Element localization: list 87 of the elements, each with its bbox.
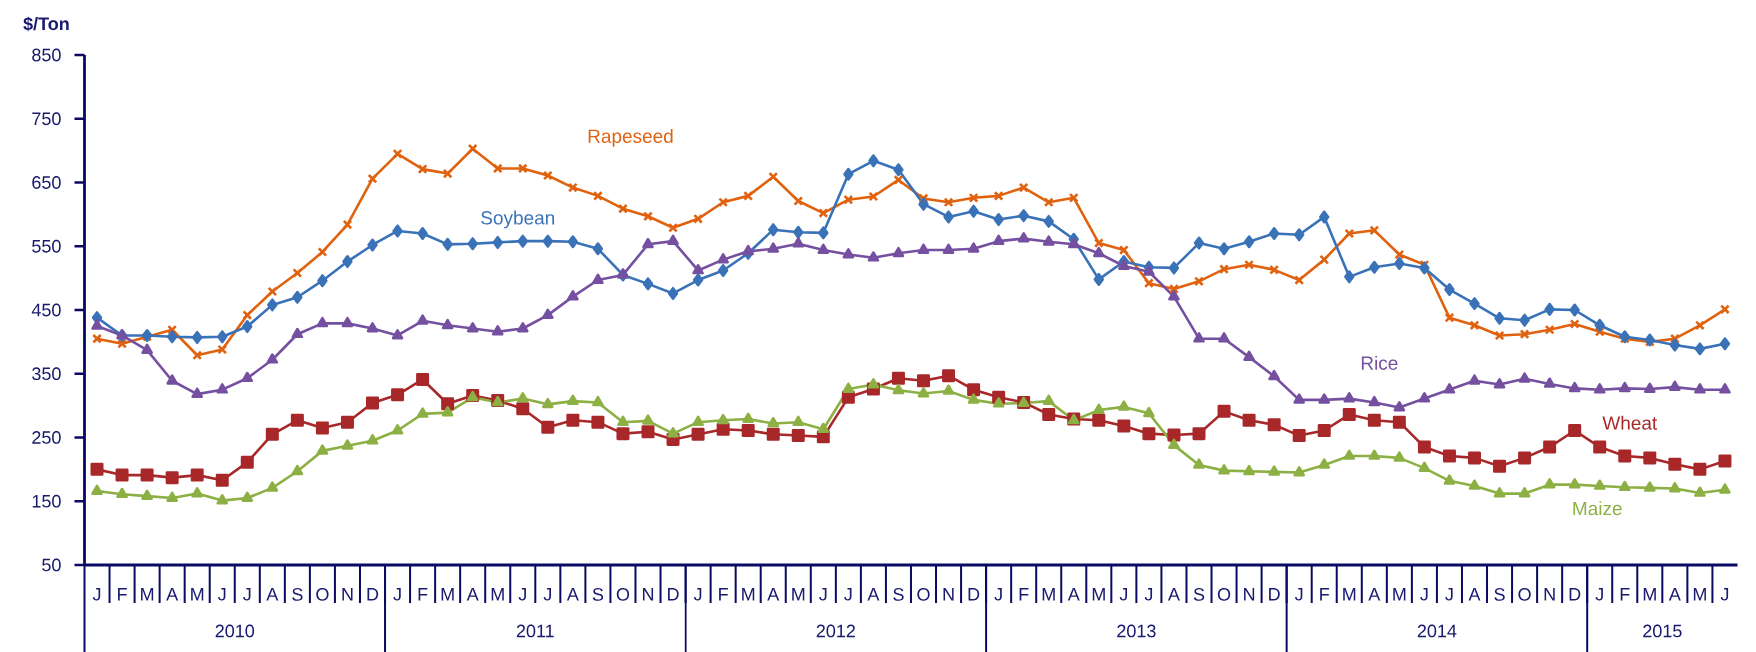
x-tick-label: F (719, 588, 728, 601)
x-tick-label: S (893, 588, 904, 601)
x-tick-label: M (742, 588, 755, 601)
x-tick-label: F (1620, 588, 1630, 601)
y-tick-label: 850 (32, 48, 61, 62)
x-tick-label: M (1343, 588, 1356, 601)
x-tick-label: F (1019, 588, 1029, 601)
text: Rapeseed (588, 129, 673, 147)
x-tick-label: A (266, 588, 279, 601)
x-tick-label: D (1269, 588, 1280, 601)
x-tick-label: D (367, 588, 379, 601)
x-tick-label: A (1468, 588, 1481, 601)
x-tick-label: M (1693, 588, 1706, 601)
x-tick-label: M (441, 588, 454, 601)
x-tick-label: A (867, 588, 880, 601)
text: 2015 (1643, 624, 1682, 638)
x-tick-label: N (1544, 588, 1555, 601)
x-tick-label: M (491, 588, 504, 601)
x-tick-label: S (592, 588, 604, 601)
text: 2010 (215, 624, 255, 638)
x-tick-label: J (1119, 588, 1128, 601)
x-tick-label: M (1092, 588, 1105, 601)
series-label: Rice (1361, 355, 1398, 370)
y-tick-label: 350 (32, 367, 61, 381)
series-label: Soybean (481, 210, 555, 229)
x-tick-label: A (466, 588, 479, 601)
text: 2013 (1117, 624, 1156, 638)
y-tick-label: 150 (32, 494, 61, 508)
x-tick-label: M (792, 588, 805, 601)
x-tick-label: J (393, 588, 401, 601)
x-tick-label: F (418, 588, 428, 601)
x-tick-label: O (1518, 588, 1531, 601)
x-tick-label: J (1294, 588, 1303, 601)
y-tick-label: 550 (32, 239, 61, 253)
text: 2014 (1417, 624, 1457, 638)
x-tick-label: M (1643, 588, 1656, 601)
series-label: Wheat (1602, 415, 1658, 430)
x-tick-label: A (1067, 588, 1080, 601)
x-tick-label: N (943, 588, 954, 601)
x-tick-label: N (1244, 588, 1255, 601)
x-tick-label: J (218, 588, 226, 601)
x-tick-label: A (1167, 588, 1180, 601)
x-tick-label: A (1368, 588, 1381, 601)
x-tick-label: O (1217, 588, 1231, 601)
x-tick-label: N (642, 588, 654, 601)
x-tick-label: J (243, 588, 251, 601)
x-tick-label: S (1494, 588, 1505, 601)
x-tick-label: J (518, 588, 526, 601)
x-tick-label: F (118, 588, 127, 601)
x-tick-label: M (1393, 588, 1406, 601)
x-tick-label: J (1144, 588, 1153, 601)
x-tick-label: A (767, 588, 780, 601)
x-tick-label: S (1193, 588, 1205, 601)
x-tick-label: O (917, 588, 930, 601)
series-label: Maize (1573, 501, 1622, 516)
x-tick-label: J (1720, 588, 1729, 601)
x-tick-label: A (166, 588, 179, 601)
x-tick-label: A (566, 588, 579, 601)
x-tick-label: F (1320, 588, 1330, 601)
y-axis-title: $/Ton (23, 16, 69, 32)
x-tick-label: A (1668, 588, 1681, 601)
y-tick-label: 50 (42, 558, 61, 572)
y-tick-label: 650 (32, 176, 61, 189)
x-tick-label: D (668, 588, 679, 601)
x-tick-label: O (616, 588, 630, 601)
x-tick-label: M (141, 588, 154, 601)
x-tick-label: M (1042, 588, 1055, 601)
x-tick-label: J (844, 588, 852, 601)
x-tick-label: J (92, 588, 101, 601)
x-tick-label: N (342, 588, 353, 601)
x-tick-label: J (1445, 588, 1453, 601)
x-tick-label: J (819, 588, 827, 601)
x-tick-label: D (1569, 588, 1581, 601)
y-tick-label: 750 (32, 112, 61, 126)
x-tick-label: O (316, 588, 329, 601)
x-tick-label: J (543, 588, 551, 601)
x-tick-label: J (693, 588, 702, 601)
x-tick-label: J (994, 588, 1002, 601)
text: 2012 (816, 624, 855, 638)
text: 2011 (516, 624, 554, 638)
y-tick-label: 450 (31, 303, 61, 317)
x-tick-label: J (1595, 588, 1603, 601)
x-tick-label: D (968, 588, 980, 601)
y-tick-label: 250 (32, 431, 61, 444)
x-tick-label: S (292, 588, 303, 601)
x-tick-label: J (1420, 588, 1428, 601)
x-tick-label: M (191, 588, 204, 601)
